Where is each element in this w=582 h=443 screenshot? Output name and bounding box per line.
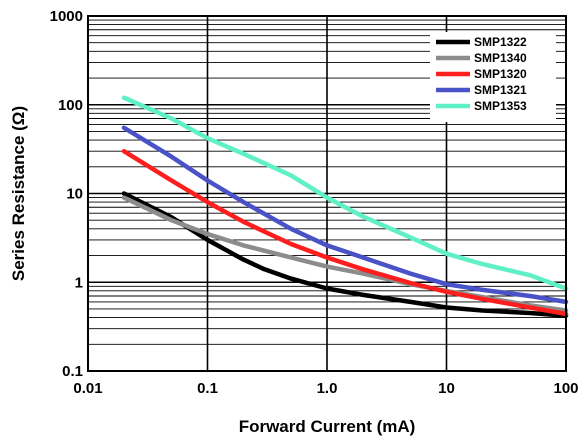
- y-tick-label: 10: [66, 186, 83, 203]
- plot-frame: [87, 15, 567, 372]
- y-axis-title: Series Resistance (Ω): [9, 106, 28, 281]
- y-tick-label: 0.1: [62, 363, 83, 380]
- y-tick-label: 1: [75, 274, 83, 291]
- x-tick-label: 0.01: [73, 380, 102, 397]
- x-tick-label: 100: [553, 380, 578, 397]
- y-tick-label: 100: [58, 97, 83, 114]
- x-tick-label: 1.0: [317, 380, 338, 397]
- legend-label: SMP1320: [474, 67, 527, 81]
- series-line-smp1320: [121, 148, 569, 317]
- legend-label: SMP1340: [474, 51, 527, 65]
- legend: SMP1322 SMP1340 SMP1320 SMP1321 SMP1353: [430, 32, 556, 122]
- legend-label: SMP1353: [474, 99, 527, 113]
- y-tick-label: 1000: [50, 8, 83, 25]
- series-line-smp1322: [121, 191, 569, 318]
- series-line-smp1353: [121, 95, 569, 291]
- series-line-smp1321: [121, 125, 569, 305]
- legend-label: SMP1322: [474, 35, 527, 49]
- x-axis-title: Forward Current (mA): [239, 417, 416, 436]
- x-tick-label: 0.1: [197, 380, 218, 397]
- x-tick-label: 10: [438, 380, 455, 397]
- series-lines: [121, 95, 569, 318]
- legend-label: SMP1321: [474, 83, 527, 97]
